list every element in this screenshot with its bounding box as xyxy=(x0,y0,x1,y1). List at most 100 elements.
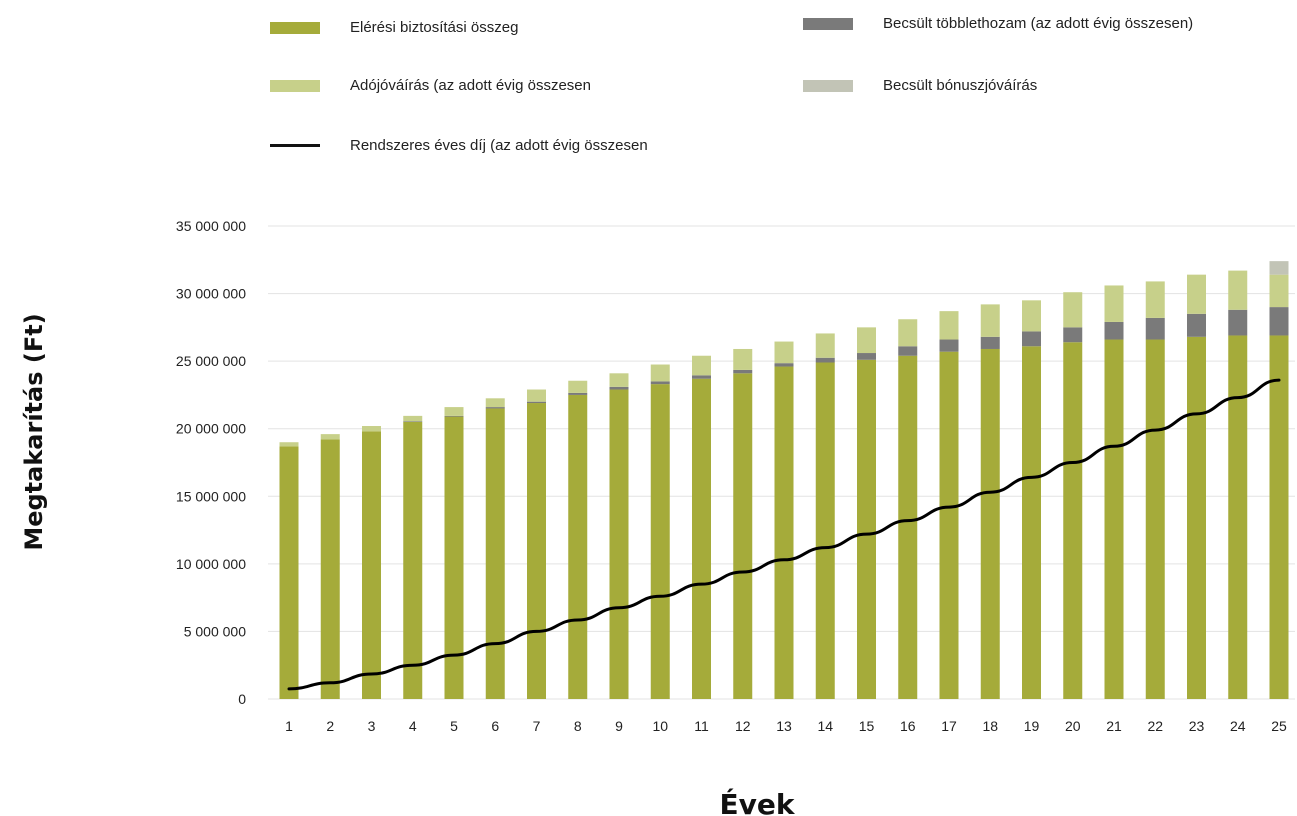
bar-segment-surplus xyxy=(774,363,794,367)
x-tick-label: 19 xyxy=(1024,718,1040,734)
bar-segment-base xyxy=(815,362,835,699)
bar-segment-tax xyxy=(1187,274,1206,314)
bar-segment-surplus xyxy=(527,401,546,404)
bar-segment-tax xyxy=(939,311,959,340)
bar-segment-tax xyxy=(609,373,629,387)
bar-segment-base xyxy=(1145,339,1165,699)
bar-segment-surplus xyxy=(733,369,753,374)
x-tick-label: 6 xyxy=(491,718,499,734)
bar-segment-surplus xyxy=(444,415,464,417)
bar-segment-base xyxy=(980,348,1000,699)
bar-segment-tax xyxy=(568,380,588,393)
bar-segment-surplus xyxy=(1228,309,1248,336)
x-tick-label: 23 xyxy=(1189,718,1205,734)
x-tick-label: 24 xyxy=(1230,718,1246,734)
y-tick-label: 30 000 000 xyxy=(176,286,246,302)
bar-segment-tax xyxy=(527,389,546,402)
legend-item-base: Elérési biztosítási összeg xyxy=(270,19,518,36)
y-tick-label: 15 000 000 xyxy=(176,488,246,504)
bar-segment-tax xyxy=(1063,292,1083,328)
bar-segment-base xyxy=(692,378,711,699)
bar-segment-base xyxy=(403,421,423,699)
bar-segment-surplus xyxy=(980,336,1000,349)
x-tick-label: 25 xyxy=(1271,718,1287,734)
x-tick-label: 18 xyxy=(982,718,998,734)
bar-segment-base xyxy=(1104,339,1124,699)
legend-item-tax: Adójóváírás (az adott évig összesen xyxy=(270,77,591,94)
legend-label-tax: Adójóváírás (az adott évig összesen xyxy=(350,77,591,94)
bar-segment-base xyxy=(1063,342,1083,699)
y-tick-label: 20 000 000 xyxy=(176,421,246,437)
bar-segment-tax xyxy=(980,304,1000,337)
bar-segment-tax xyxy=(898,319,918,347)
y-axis-title: Megtakarítás (Ft) xyxy=(20,313,48,550)
y-tick-label: 5 000 000 xyxy=(184,623,246,639)
bar-segment-surplus xyxy=(1022,331,1041,347)
bar-segment-base xyxy=(650,384,670,699)
bar-segment-base xyxy=(733,373,753,699)
bar-segment-surplus xyxy=(1063,327,1083,343)
legend-label-bonus: Becsült bónuszjóváírás xyxy=(883,77,1038,94)
x-tick-label: 22 xyxy=(1147,718,1163,734)
x-tick-label: 15 xyxy=(859,718,875,734)
bar-segment-surplus xyxy=(857,353,876,360)
x-tick-label: 14 xyxy=(817,718,833,734)
x-tick-label: 4 xyxy=(409,718,417,734)
bar-segment-tax xyxy=(1104,285,1124,322)
bar-segment-base xyxy=(857,359,876,699)
bar-segment-surplus xyxy=(939,339,959,352)
x-tick-label: 16 xyxy=(900,718,916,734)
x-axis-title: Évek xyxy=(720,787,796,816)
bar-segment-base xyxy=(362,431,381,699)
bar-segment-base xyxy=(279,446,299,699)
bar-segment-tax xyxy=(857,327,876,354)
x-tick-label: 9 xyxy=(615,718,623,734)
x-tick-label: 8 xyxy=(574,718,582,734)
bar-segment-surplus xyxy=(403,421,423,422)
bar-segment-tax xyxy=(1269,274,1289,308)
y-tick-label: 25 000 000 xyxy=(176,353,246,369)
bar-segment-tax xyxy=(1145,281,1165,318)
bar-segment-surplus xyxy=(898,346,918,356)
x-tick-label: 11 xyxy=(694,718,709,734)
bar-segment-tax xyxy=(362,426,381,432)
y-tick-label: 35 000 000 xyxy=(176,218,246,234)
bar-segment-surplus xyxy=(650,381,670,385)
legend-label-surplus: Becsült többlethozam (az adott évig össz… xyxy=(883,15,1194,32)
bar-segment-surplus xyxy=(1104,321,1124,340)
bar-segment-tax xyxy=(403,415,423,422)
legend-label-base: Elérési biztosítási összeg xyxy=(350,19,519,36)
x-tick-label: 13 xyxy=(776,718,792,734)
bar-segment-tax xyxy=(733,348,753,370)
y-tick-label: 10 000 000 xyxy=(176,556,246,572)
bar-segment-base xyxy=(1228,335,1248,699)
x-tick-label: 17 xyxy=(941,718,957,734)
legend-item-line: Rendszeres éves díj (az adott évig össze… xyxy=(270,137,648,154)
x-tick-label: 7 xyxy=(533,718,541,734)
bar-segment-surplus xyxy=(692,375,711,379)
y-tick-label: 0 xyxy=(238,691,246,707)
bar-segment-surplus xyxy=(485,407,505,409)
x-tick-label: 1 xyxy=(285,718,293,734)
bar-segment-surplus xyxy=(1269,307,1289,336)
bar-segment-base xyxy=(444,416,464,699)
bar-segment-base xyxy=(898,355,918,699)
bar-segment-surplus xyxy=(1187,313,1206,337)
x-tick-label: 12 xyxy=(735,718,751,734)
x-tick-label: 2 xyxy=(326,718,334,734)
bar-segment-tax xyxy=(692,355,711,376)
legend-swatch-tax xyxy=(270,79,320,92)
bar-segment-tax xyxy=(650,364,670,382)
line-series-line xyxy=(287,378,1281,691)
bar-segment-tax xyxy=(444,407,464,416)
bar-segment-base xyxy=(1269,335,1289,699)
x-tick-label: 3 xyxy=(368,718,376,734)
bar-segment-tax xyxy=(320,434,340,440)
bar-segment-bonus xyxy=(1269,261,1289,275)
bar-segment-base xyxy=(939,351,959,699)
bar-segment-tax xyxy=(1228,270,1248,310)
bar-segment-tax xyxy=(774,341,794,364)
bar-segment-base xyxy=(320,439,340,699)
bar-segment-surplus xyxy=(609,386,629,390)
